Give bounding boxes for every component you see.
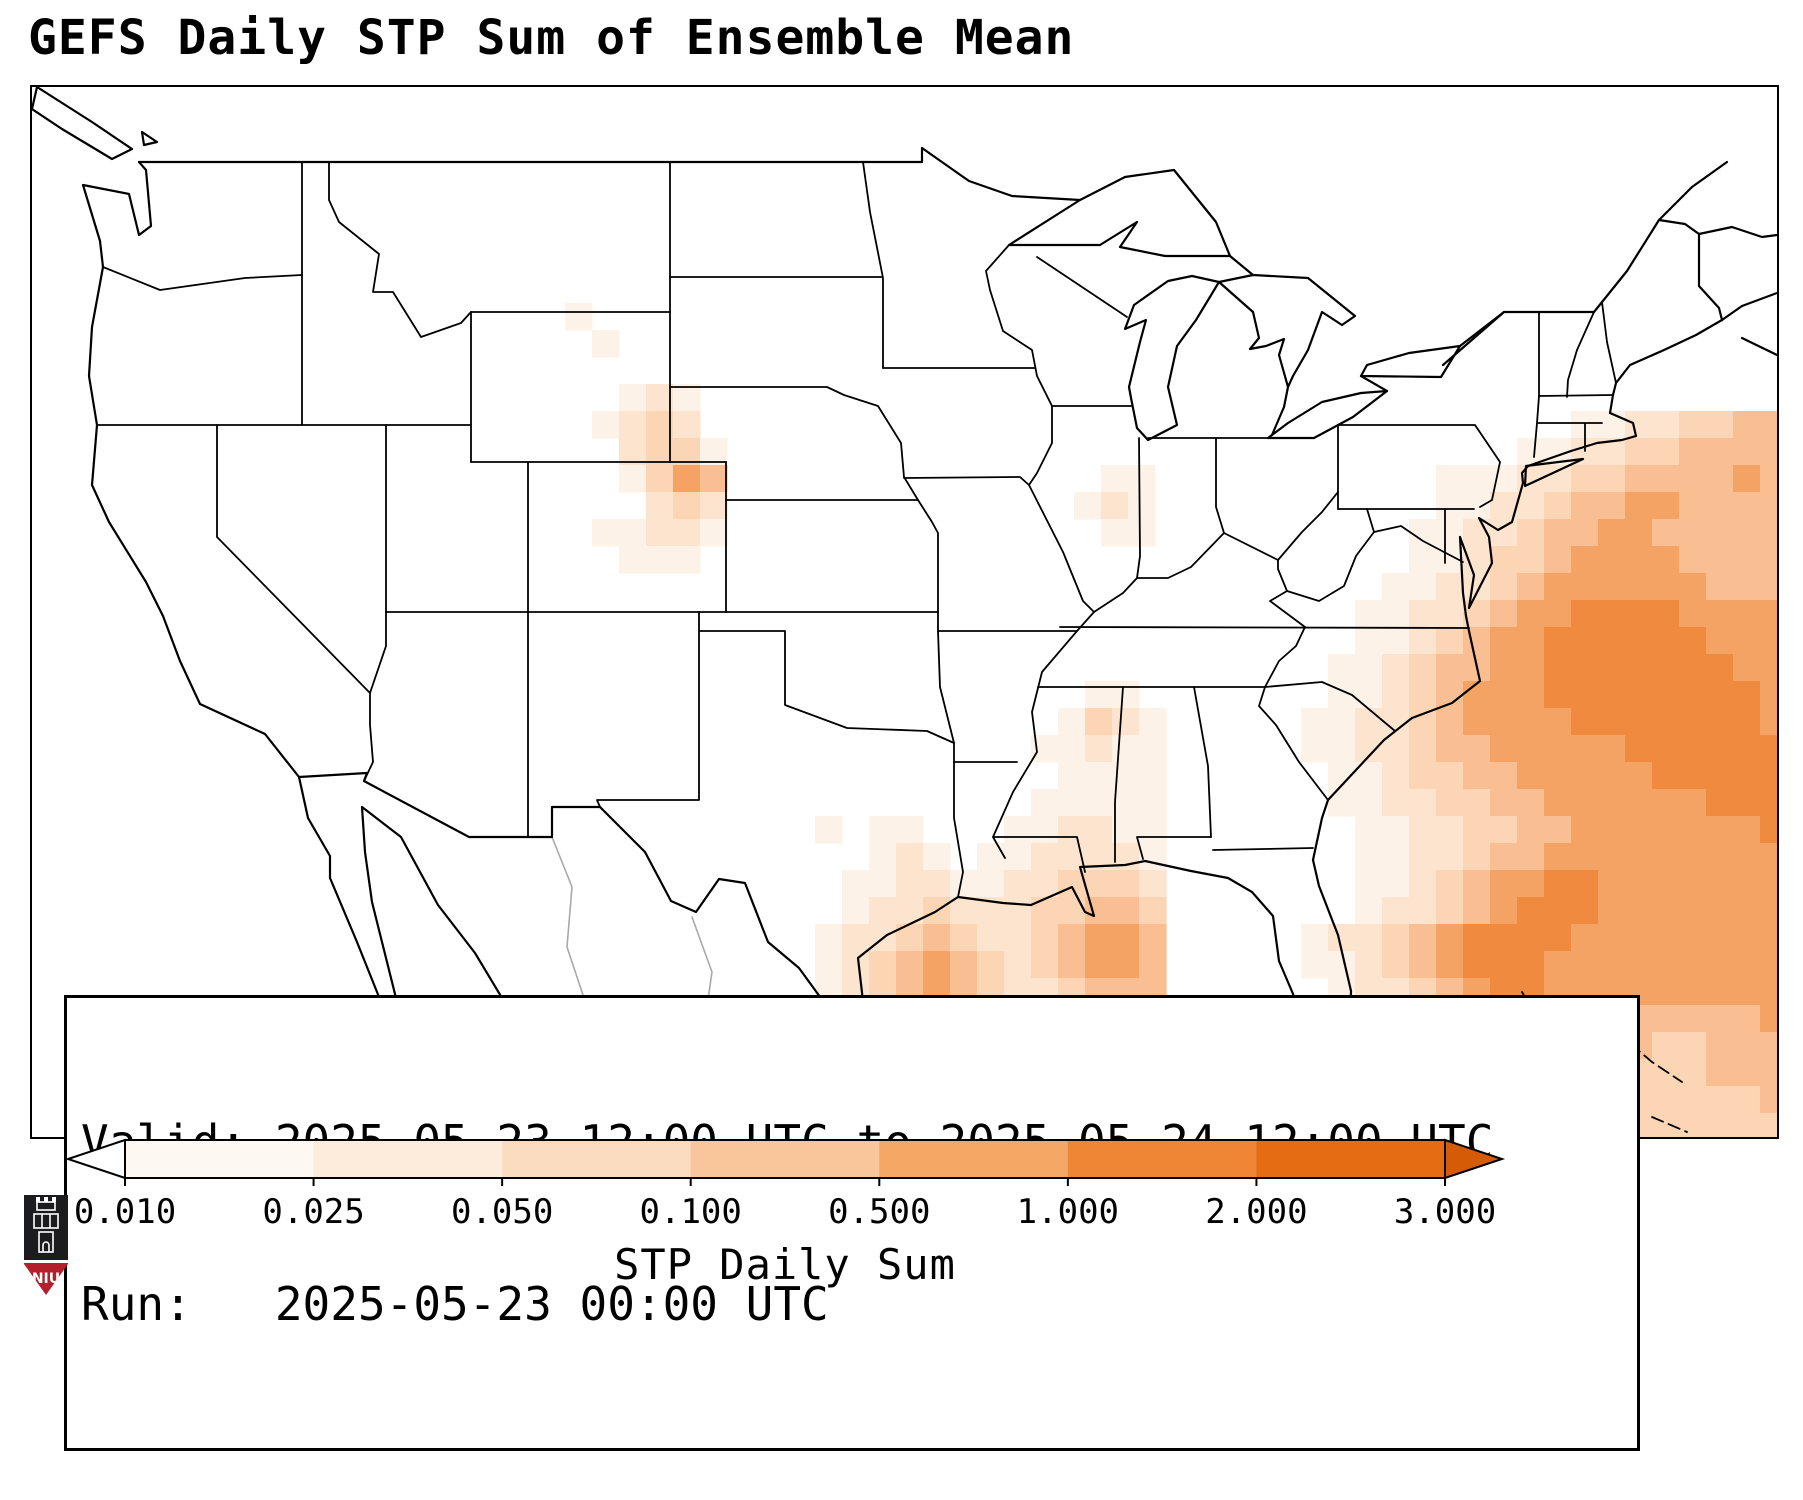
- castle-battlements: [36, 1197, 56, 1202]
- niu-logo-text: NIU: [32, 1271, 60, 1287]
- colorbar-tick-label: 2.000: [1205, 1192, 1308, 1232]
- colorbar-tick-label: 3.000: [1393, 1192, 1497, 1232]
- run-line: Run: 2025-05-23 00:00 UTC: [81, 1277, 829, 1332]
- colorbar-label: STP Daily Sum: [614, 1240, 956, 1289]
- state-borders: [96, 161, 1617, 898]
- colorbar-outline: [124, 1139, 1446, 1179]
- colorbar-tick-label: 0.025: [262, 1192, 365, 1232]
- colorbar-tick-label: 0.500: [828, 1192, 931, 1232]
- colorbar-tick-label: 0.010: [73, 1192, 177, 1232]
- map-frame: Valid: 2025-05-23 12:00 UTC to 2025-05-2…: [30, 85, 1779, 1452]
- colorbar-under-arrow: [64, 1138, 126, 1180]
- colorbar-over-arrow: [1444, 1138, 1506, 1180]
- niu-shield-icon: NIU: [24, 1195, 68, 1295]
- colorbar-tick-marks: [124, 1178, 1446, 1186]
- colorbar: [64, 1138, 1506, 1186]
- us-map: [32, 87, 1777, 1137]
- colorbar-segments: [125, 1140, 1446, 1178]
- colorbar-tick-label: 0.100: [639, 1192, 742, 1232]
- great-lakes: [1007, 168, 1506, 442]
- colorbar-tick-label: 0.050: [450, 1192, 554, 1232]
- niu-logo: NIU: [24, 1195, 68, 1295]
- colorbar-tick-label: 1.000: [1016, 1192, 1120, 1232]
- colorbar-ticks: 0.010 0.025 0.050 0.100 0.500 1.000 2.000 3.000: [0, 1192, 1803, 1236]
- castle-icon: [33, 1201, 59, 1253]
- plot-title: GEFS Daily STP Sum of Ensemble Mean: [28, 10, 1075, 66]
